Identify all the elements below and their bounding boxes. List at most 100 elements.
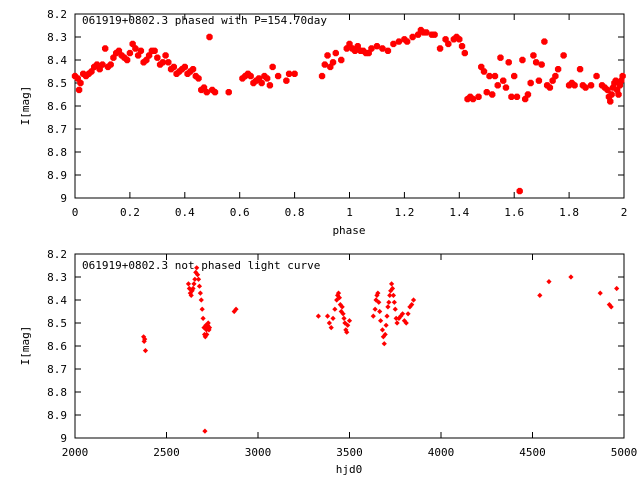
phased-data-point	[587, 82, 595, 89]
unphased-data-point	[202, 428, 208, 434]
unphased-data-point	[393, 315, 399, 321]
phased-data-point	[607, 98, 614, 105]
unphased-data-point	[374, 292, 380, 298]
phased-data-point	[582, 84, 589, 91]
unphased-plot-frame	[74, 253, 625, 439]
unphased-x-tick-label: 5000	[611, 446, 638, 459]
unphased-y-axis-label: I[mag]	[19, 326, 32, 366]
unphased-data-point	[391, 299, 397, 305]
unphased-data-point	[328, 325, 334, 331]
unphased-data-point	[385, 304, 391, 310]
unphased-data-point	[335, 290, 342, 296]
unphased-data-point	[142, 336, 148, 342]
phased-light-curve-panel: 061919+0802.3 phased with P=154.70day ph…	[19, 8, 627, 237]
unphased-x-tick-label: 2000	[62, 446, 89, 459]
phased-data-point	[461, 49, 468, 57]
unphased-y-tick-label: 8.2	[47, 248, 67, 261]
unphased-data-point	[382, 331, 388, 338]
unphased-data-point	[396, 315, 402, 321]
phased-data-point	[456, 36, 463, 43]
phased-data-point	[99, 61, 106, 68]
unphased-data-point	[405, 311, 411, 317]
unphased-data-point	[409, 302, 415, 308]
unphased-data-point	[346, 318, 353, 324]
unphased-data-point	[332, 306, 338, 312]
unphased-data-point	[398, 313, 404, 319]
unphased-data-point	[372, 306, 378, 312]
unphased-data-point	[388, 281, 395, 287]
phased-y-tick-label: 9	[60, 192, 67, 205]
unphased-x-tick-label: 4000	[428, 446, 455, 459]
unphased-data-point	[384, 313, 390, 319]
unphased-data-point	[187, 290, 193, 296]
phased-data-point	[423, 29, 430, 36]
phased-data-point	[324, 52, 331, 59]
phased-y-tick-label: 8.5	[47, 77, 67, 90]
phased-data-point	[332, 49, 339, 57]
phased-data-point	[519, 56, 526, 64]
unphased-data-point	[335, 292, 341, 298]
phased-data-point	[318, 72, 326, 80]
phased-data-point	[321, 61, 328, 68]
phased-data-point	[123, 56, 131, 64]
phased-data-point	[126, 49, 134, 57]
unphased-data-point	[387, 292, 393, 298]
unphased-data-point	[201, 325, 207, 331]
phased-data-point	[502, 84, 510, 91]
phased-data-point	[615, 91, 622, 98]
unphased-data-point	[206, 327, 212, 333]
phased-data-point	[483, 89, 490, 96]
phased-data-point	[285, 70, 293, 77]
unphased-data-point	[388, 288, 394, 294]
phased-data-point	[505, 59, 512, 66]
unphased-data-point	[192, 276, 198, 282]
unphased-y-tick-label: 8.3	[47, 271, 67, 284]
unphased-data-point	[568, 274, 574, 280]
phased-y-tick-label: 8.7	[47, 123, 67, 136]
unphased-x-tick-label: 2500	[153, 446, 180, 459]
phased-data-point	[554, 66, 562, 73]
unphased-data-point	[196, 283, 203, 289]
phased-x-tick-label: 1.4	[449, 206, 469, 219]
phased-x-axis-label: phase	[332, 224, 365, 237]
phased-y-tick-label: 8.6	[47, 100, 67, 113]
unphased-data-point	[401, 318, 407, 324]
phased-data-point	[195, 75, 202, 82]
unphased-data-point	[141, 338, 147, 344]
unphased-light-curve-panel: 061919+0802.3 not phased light curve hjd…	[19, 248, 637, 476]
unphased-data-point	[403, 320, 409, 326]
phased-data-point	[500, 77, 507, 84]
unphased-data-point	[390, 292, 397, 298]
phased-y-tick-label: 8.9	[47, 169, 67, 182]
unphased-data-point	[205, 320, 211, 326]
phased-data-point	[247, 72, 254, 80]
unphased-data-point	[199, 306, 205, 312]
phased-chart-title: 061919+0802.3 phased with P=154.70day	[82, 14, 327, 27]
unphased-data-point	[389, 285, 396, 292]
unphased-data-point	[190, 285, 196, 292]
unphased-data-point	[337, 302, 343, 308]
phased-data-point	[283, 77, 290, 84]
phased-data-point	[571, 82, 578, 89]
unphased-data-point	[188, 292, 194, 298]
phased-x-tick-label: 1.2	[394, 206, 414, 219]
phased-data-point	[486, 72, 493, 80]
phased-data-point	[266, 82, 274, 89]
phased-data-point	[203, 89, 210, 96]
unphased-data-point	[370, 313, 376, 319]
phased-data-point	[541, 38, 548, 45]
unphased-data-point	[381, 341, 387, 347]
phased-data-point	[593, 72, 600, 80]
unphased-y-tick-label: 8.9	[47, 409, 67, 422]
phased-data-point	[497, 54, 504, 61]
phased-data-point	[513, 93, 521, 100]
phased-x-tick-label: 0.6	[230, 206, 250, 219]
phased-data-point	[291, 70, 298, 77]
phased-data-point	[154, 54, 161, 61]
unphased-data-point	[376, 299, 382, 305]
unphased-x-axis-label: hjd0	[336, 463, 363, 476]
phased-data-point	[535, 77, 543, 84]
phased-data-point	[604, 86, 611, 94]
phased-data-point	[458, 43, 466, 50]
phased-data-point	[211, 89, 219, 96]
